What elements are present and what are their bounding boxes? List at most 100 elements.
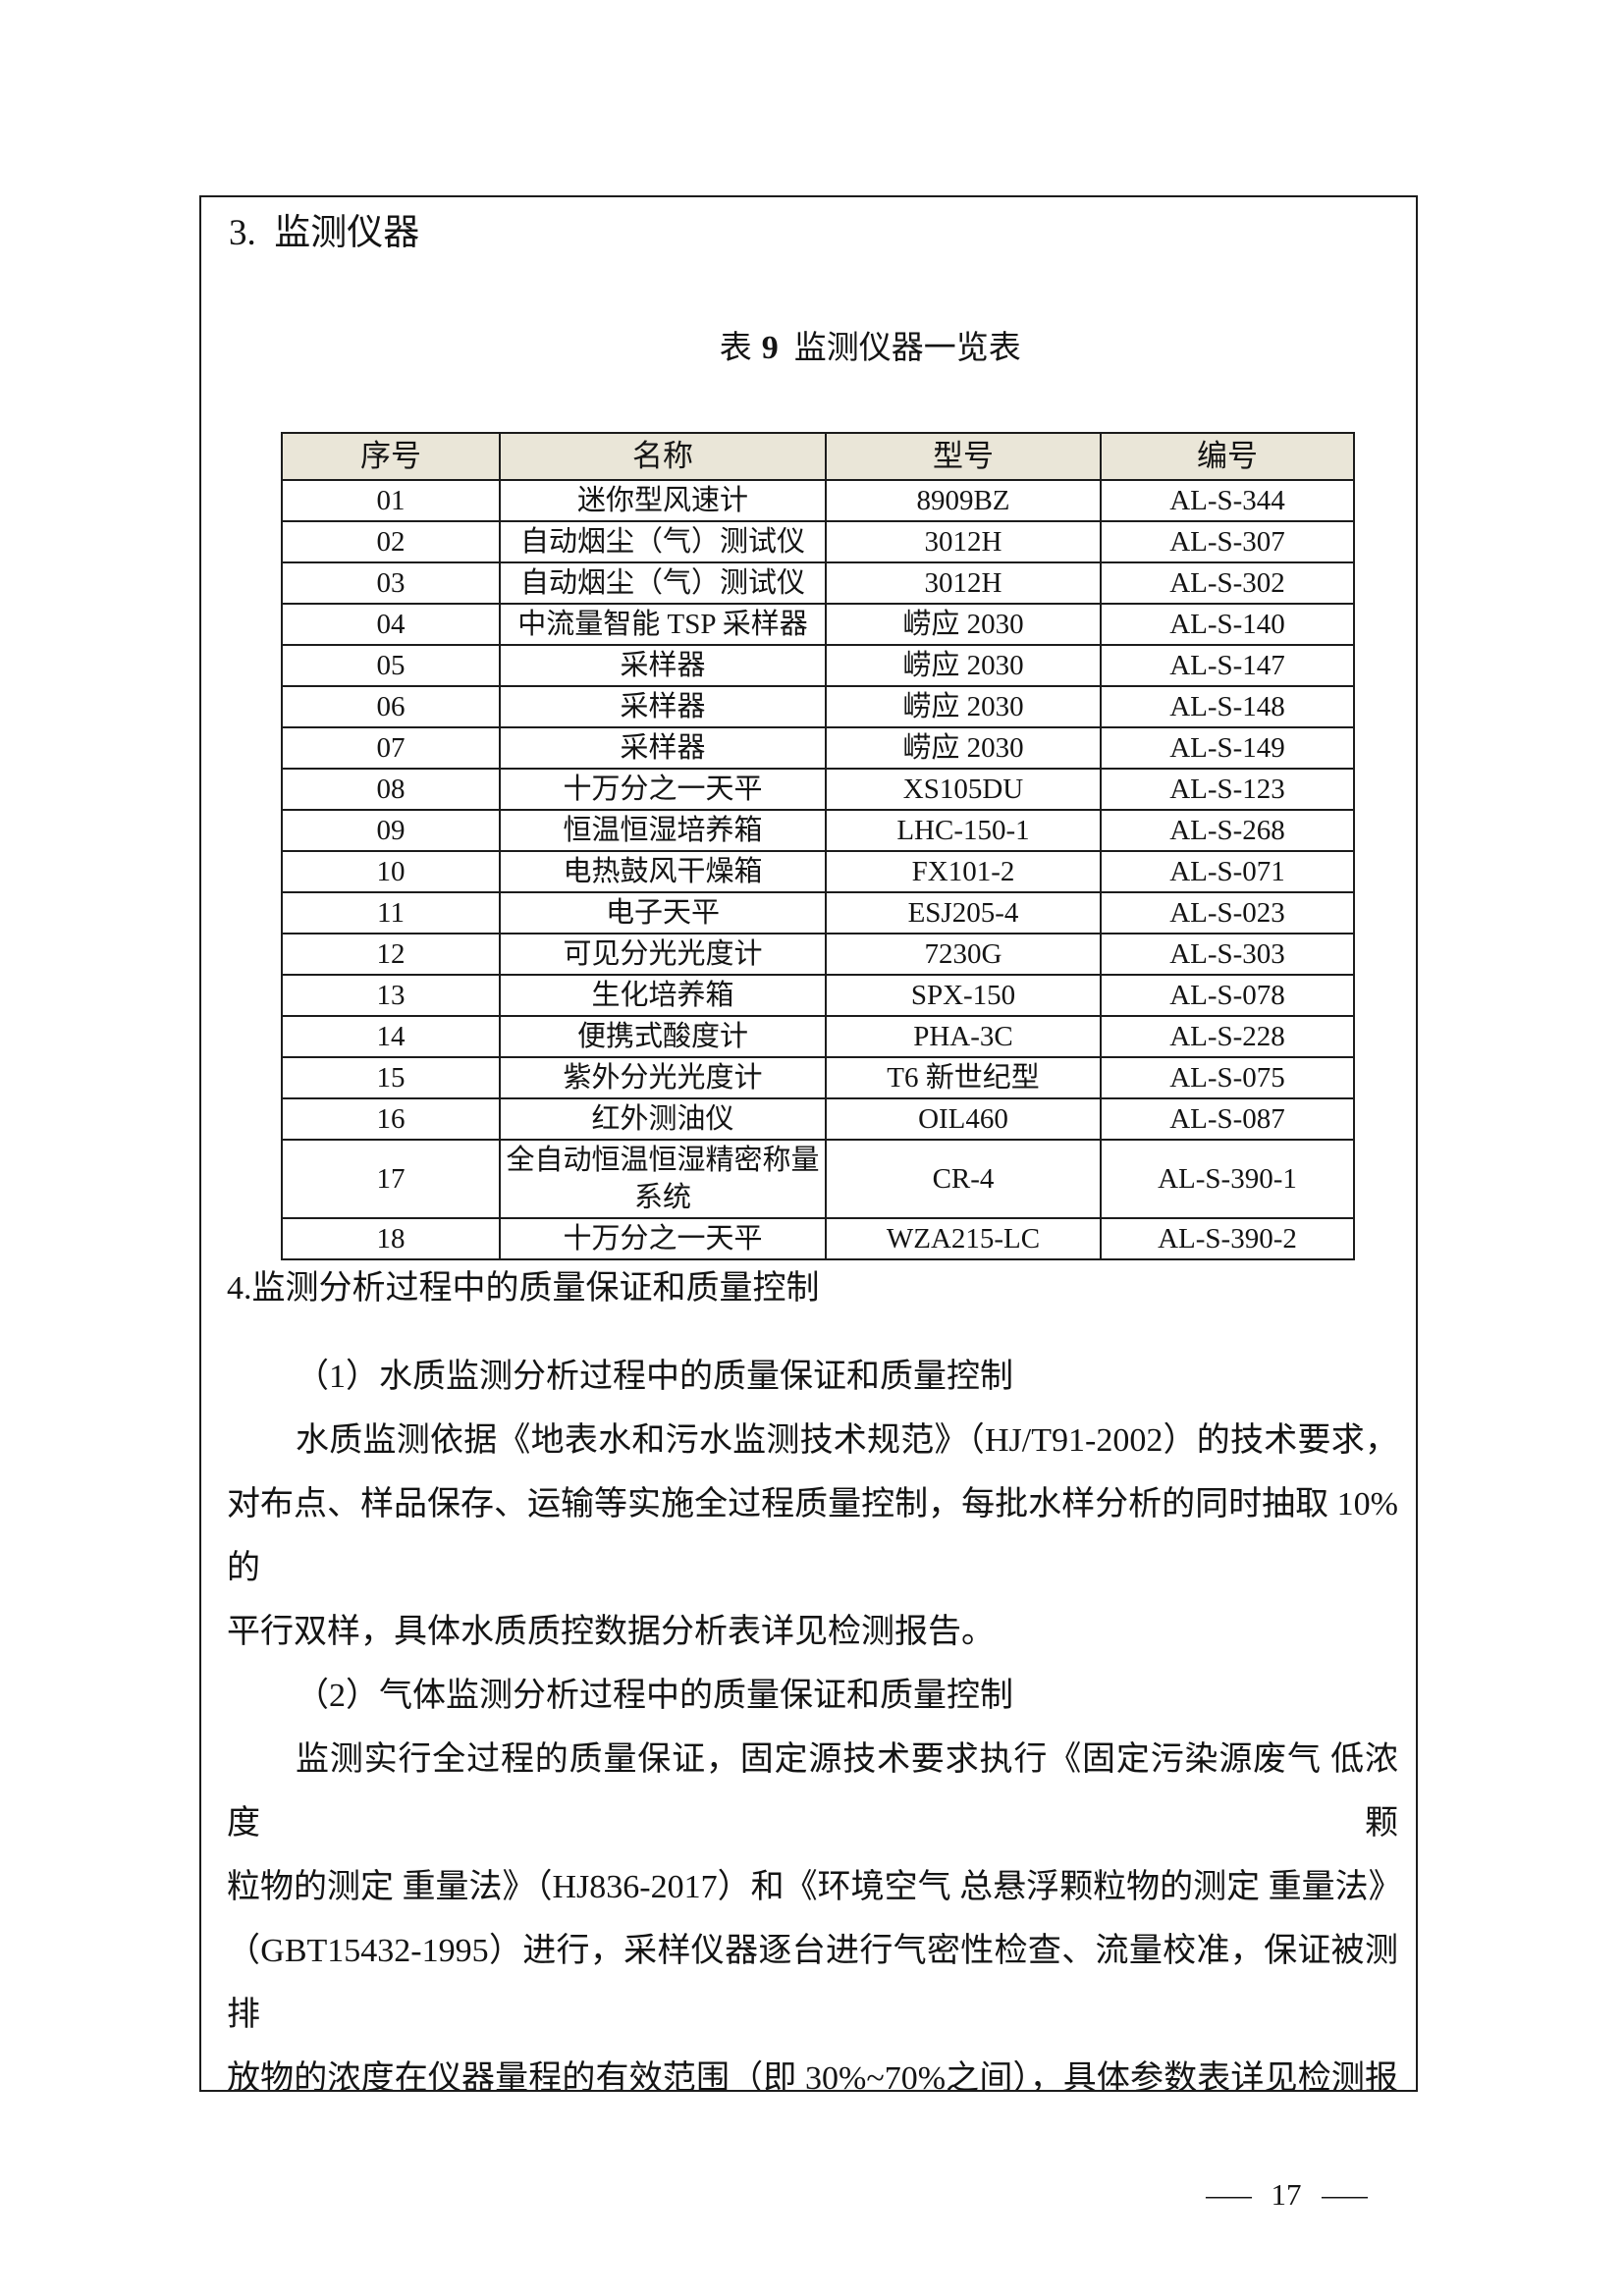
table-cell: 电热鼓风干燥箱: [499, 850, 827, 893]
section-3-heading: 3. 监测仪器: [229, 213, 420, 253]
table-cell: 13: [281, 974, 501, 1017]
table-cell: SPX-150: [825, 974, 1102, 1017]
table-cell: 09: [281, 809, 501, 852]
table-row: 11 电子天平 ESJ205-4 AL-S-023: [281, 891, 1355, 934]
table-cell: AL-S-023: [1100, 891, 1355, 934]
table-cell: AL-S-268: [1100, 809, 1355, 852]
table-cell: 恒温恒湿培养箱: [499, 809, 827, 852]
table-row: 03 自动烟尘（气）测试仪 3012H AL-S-302: [281, 561, 1355, 605]
table-cell: ESJ205-4: [825, 891, 1102, 934]
table-cell: 采样器: [499, 644, 827, 687]
table-row: 09 恒温恒湿培养箱 LHC-150-1 AL-S-268: [281, 809, 1355, 852]
paragraph-line: 平行双样，具体水质质控数据分析表详见检测报告。: [227, 1614, 995, 1650]
table-cell: 崂应 2030: [825, 685, 1102, 728]
table-cell: CR-4: [825, 1139, 1102, 1219]
table-cell: AL-S-149: [1100, 726, 1355, 770]
table-cell: AL-S-075: [1100, 1056, 1355, 1099]
table-cell: 05: [281, 644, 501, 687]
table-cell: AL-S-071: [1100, 850, 1355, 893]
table-cell: 自动烟尘（气）测试仪: [499, 520, 827, 563]
page-number-left-dash: —: [1205, 2177, 1252, 2212]
table-row: 16 红外测油仪 OIL460 AL-S-087: [281, 1097, 1355, 1141]
table-header-row: 序号 名称 型号 编号: [281, 432, 1355, 481]
table-cell: 11: [281, 891, 501, 934]
table-cell: AL-S-303: [1100, 933, 1355, 976]
table-cell: 18: [281, 1217, 501, 1260]
table-cell: AL-S-307: [1100, 520, 1355, 563]
table-cell: 十万分之一天平: [499, 768, 827, 811]
caption-number: 9: [761, 330, 779, 366]
table-cell: 07: [281, 726, 501, 770]
table-cell: 便携式酸度计: [499, 1015, 827, 1058]
page-number-value: 17: [1271, 2177, 1302, 2212]
table-cell: 12: [281, 933, 501, 976]
column-header-index: 序号: [281, 432, 501, 481]
table-cell: 06: [281, 685, 501, 728]
table-row: 18 十万分之一天平 WZA215-LC AL-S-390-2: [281, 1217, 1355, 1260]
table-row: 14 便携式酸度计 PHA-3C AL-S-228: [281, 1015, 1355, 1058]
table-row: 02 自动烟尘（气）测试仪 3012H AL-S-307: [281, 520, 1355, 563]
column-header-serial: 编号: [1100, 432, 1355, 481]
table-cell: AL-S-302: [1100, 561, 1355, 605]
paragraph-line: 放物的浓度在仪器量程的有效范围（即 30%~70%之间），具体参数表详见检测报: [227, 2060, 1398, 2092]
table-cell: AL-S-390-1: [1100, 1139, 1355, 1219]
table-row: 10 电热鼓风干燥箱 FX101-2 AL-S-071: [281, 850, 1355, 893]
subsection-2-heading: （2）气体监测分析过程中的质量保证和质量控制: [296, 1678, 1013, 1714]
table-cell: 01: [281, 479, 501, 522]
table-cell: 7230G: [825, 933, 1102, 976]
table-cell: AL-S-344: [1100, 479, 1355, 522]
table-cell: 15: [281, 1056, 501, 1099]
table-cell: 04: [281, 603, 501, 646]
table-cell: 崂应 2030: [825, 644, 1102, 687]
instrument-table: 序号 名称 型号 编号 01 迷你型风速计 8909BZ AL-S-344 02 自动烟尘…: [281, 432, 1355, 1260]
page-number: — 17 —: [1139, 2171, 1434, 2218]
paragraph-line: 粒物的测定 重量法》（HJ836-2017）和《环境空气 总悬浮颗粒物的测定 重…: [227, 1869, 1402, 1905]
paragraph-line: 对布点、样品保存、运输等实施全过程质量控制，每批水样分析的同时抽取 10%的: [227, 1486, 1398, 1586]
caption-title: 监测仪器一览表: [793, 331, 1021, 366]
table-cell: XS105DU: [825, 768, 1102, 811]
table-cell: 采样器: [499, 685, 827, 728]
table-cell: 17: [281, 1139, 501, 1219]
caption-prefix: 表: [719, 331, 752, 366]
table-cell: 采样器: [499, 726, 827, 770]
table-cell: 迷你型风速计: [499, 479, 827, 522]
table-cell: 十万分之一天平: [499, 1217, 827, 1260]
subsection-1-heading: （1）水质监测分析过程中的质量保证和质量控制: [296, 1359, 1013, 1395]
table-cell: AL-S-140: [1100, 603, 1355, 646]
table-cell: AL-S-123: [1100, 768, 1355, 811]
table-row: 01 迷你型风速计 8909BZ AL-S-344: [281, 479, 1355, 522]
paragraph-line: 监测实行全过程的质量保证，固定源技术要求执行《固定污染源废气 低浓度颗: [227, 1741, 1398, 1842]
table-cell: 电子天平: [499, 891, 827, 934]
table-cell: 崂应 2030: [825, 726, 1102, 770]
table-cell: 3012H: [825, 520, 1102, 563]
table-cell: 全自动恒温恒湿精密称量系统: [499, 1139, 827, 1219]
instrument-table-body: 01 迷你型风速计 8909BZ AL-S-344 02 自动烟尘（气）测试仪 3012H A…: [281, 479, 1355, 1260]
table-row: 06 采样器 崂应 2030 AL-S-148: [281, 685, 1355, 728]
table-cell: 16: [281, 1097, 501, 1141]
content-border-box: 3. 监测仪器 表 9 监测仪器一览表 序号 名称 型号 编号 01 迷你型风速计 89…: [199, 195, 1418, 2092]
instrument-table-header: 序号 名称 型号 编号: [281, 432, 1355, 481]
table-cell: 3012H: [825, 561, 1102, 605]
table-row: 07 采样器 崂应 2030 AL-S-149: [281, 726, 1355, 770]
table-cell: 可见分光光度计: [499, 933, 827, 976]
paragraph-line: （GBT15432-1995）进行，采样仪器逐台进行气密性检查、流量校准，保证被…: [227, 1933, 1398, 2033]
table-cell: 红外测油仪: [499, 1097, 827, 1141]
table-cell: 10: [281, 850, 501, 893]
table-9-caption: 表 9 监测仪器一览表: [260, 290, 1416, 407]
column-header-name: 名称: [499, 432, 827, 481]
table-cell: PHA-3C: [825, 1015, 1102, 1058]
table-cell: AL-S-147: [1100, 644, 1355, 687]
table-row: 12 可见分光光度计 7230G AL-S-303: [281, 933, 1355, 976]
table-cell: 自动烟尘（气）测试仪: [499, 561, 827, 605]
table-row: 13 生化培养箱 SPX-150 AL-S-078: [281, 974, 1355, 1017]
table-cell: 紫外分光光度计: [499, 1056, 827, 1099]
table-cell: 02: [281, 520, 501, 563]
table-cell: FX101-2: [825, 850, 1102, 893]
table-row: 05 采样器 崂应 2030 AL-S-147: [281, 644, 1355, 687]
table-cell: AL-S-078: [1100, 974, 1355, 1017]
table-cell: AL-S-390-2: [1100, 1217, 1355, 1260]
page-number-right-dash: —: [1321, 2177, 1368, 2212]
column-header-model: 型号: [825, 432, 1102, 481]
table-cell: 08: [281, 768, 501, 811]
